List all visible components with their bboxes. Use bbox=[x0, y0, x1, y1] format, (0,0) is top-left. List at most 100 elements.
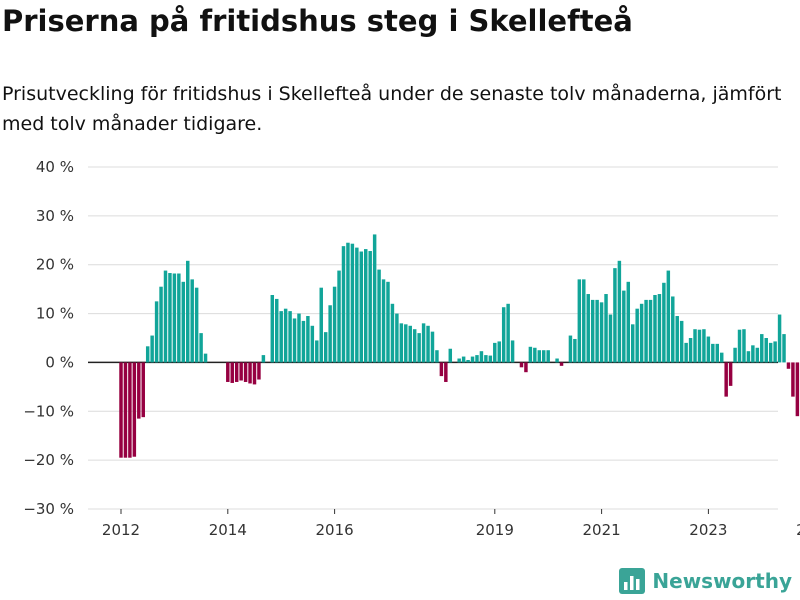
bar bbox=[315, 340, 319, 363]
bar bbox=[586, 294, 590, 363]
bar bbox=[782, 334, 786, 363]
bar bbox=[257, 362, 261, 380]
bar bbox=[168, 273, 172, 363]
bar bbox=[595, 299, 599, 363]
bar bbox=[119, 362, 123, 458]
bar bbox=[528, 346, 533, 363]
bar bbox=[368, 251, 372, 363]
bar bbox=[292, 318, 297, 363]
bar bbox=[675, 316, 679, 363]
bar bbox=[341, 246, 346, 363]
y-tick-label: 30 % bbox=[36, 207, 74, 225]
bar bbox=[688, 338, 693, 363]
bar bbox=[426, 325, 430, 363]
bar bbox=[364, 249, 368, 363]
bar bbox=[310, 325, 315, 363]
bar bbox=[395, 313, 399, 363]
bar bbox=[573, 338, 577, 363]
bar bbox=[275, 298, 279, 363]
bar bbox=[159, 286, 163, 363]
bar bbox=[493, 342, 497, 363]
bar bbox=[172, 273, 177, 363]
chart-subtitle: Prisutveckling för fritidshus i Skelleft… bbox=[2, 83, 782, 135]
bar bbox=[252, 362, 257, 385]
bar bbox=[662, 282, 666, 363]
bar bbox=[181, 281, 186, 363]
bar bbox=[332, 286, 337, 363]
bar bbox=[706, 336, 711, 363]
bar bbox=[137, 362, 141, 419]
x-tick-label: 2023 bbox=[689, 521, 727, 539]
bar bbox=[239, 362, 243, 381]
brand-name: Newsworthy bbox=[652, 569, 792, 593]
bar bbox=[288, 311, 292, 363]
bar bbox=[737, 329, 742, 363]
newsworthy-logo: Newsworthy bbox=[619, 568, 792, 594]
bar bbox=[617, 260, 622, 363]
bar bbox=[519, 362, 524, 368]
y-axis-labels: −30 % −20 % −10 % 0 % 10 % 20 % 30 % 40 % bbox=[23, 158, 74, 518]
bar bbox=[386, 281, 390, 363]
bar bbox=[488, 355, 493, 363]
bar bbox=[751, 345, 755, 363]
bar bbox=[795, 362, 800, 417]
bar bbox=[399, 323, 404, 363]
bar bbox=[728, 362, 733, 386]
bar bbox=[261, 355, 266, 363]
bar bbox=[622, 290, 626, 363]
chart-title: Priserna på fritidshus steg i Skellefteå bbox=[2, 4, 633, 38]
bar bbox=[186, 260, 190, 363]
bar bbox=[568, 335, 573, 363]
bar bbox=[279, 311, 283, 363]
bar bbox=[702, 329, 706, 363]
bar bbox=[608, 314, 613, 363]
bar bbox=[470, 356, 475, 363]
bar bbox=[604, 294, 608, 363]
x-tick-label: 2014 bbox=[209, 521, 247, 539]
bar bbox=[132, 362, 137, 457]
bar bbox=[501, 307, 506, 363]
bar bbox=[679, 320, 684, 363]
bar bbox=[630, 324, 635, 363]
bar bbox=[746, 351, 751, 363]
bar bbox=[755, 347, 760, 363]
bar bbox=[123, 362, 128, 458]
bar bbox=[297, 313, 301, 363]
x-tick-label: 2025 bbox=[796, 521, 800, 539]
bar bbox=[541, 350, 546, 363]
bar bbox=[377, 269, 381, 363]
x-tick-label: 2021 bbox=[583, 521, 621, 539]
bar bbox=[635, 308, 639, 363]
bar bbox=[719, 352, 724, 363]
bar bbox=[577, 279, 582, 363]
bar bbox=[559, 362, 564, 366]
bar bbox=[533, 347, 537, 363]
bar bbox=[764, 338, 768, 363]
bar bbox=[626, 281, 631, 363]
bar bbox=[466, 359, 470, 363]
bar bbox=[194, 287, 199, 363]
bar bbox=[430, 331, 435, 363]
bar bbox=[461, 356, 466, 363]
bar bbox=[693, 329, 697, 363]
bar bbox=[203, 353, 208, 363]
bar bbox=[497, 341, 501, 363]
bar bbox=[711, 343, 715, 363]
y-tick-label: 10 % bbox=[36, 305, 74, 323]
bar bbox=[283, 308, 288, 363]
bar bbox=[506, 303, 510, 363]
bar bbox=[417, 333, 421, 363]
bar bbox=[150, 335, 154, 363]
bar bbox=[337, 270, 341, 363]
y-tick-label: 20 % bbox=[36, 256, 74, 274]
bar bbox=[697, 329, 702, 363]
bar bbox=[421, 323, 426, 363]
bar bbox=[613, 268, 617, 363]
bar bbox=[546, 350, 550, 363]
bar bbox=[234, 362, 239, 382]
bar bbox=[777, 314, 782, 363]
bar bbox=[666, 270, 671, 363]
bar bbox=[791, 362, 795, 397]
bar bbox=[154, 301, 159, 363]
bar bbox=[408, 325, 412, 363]
